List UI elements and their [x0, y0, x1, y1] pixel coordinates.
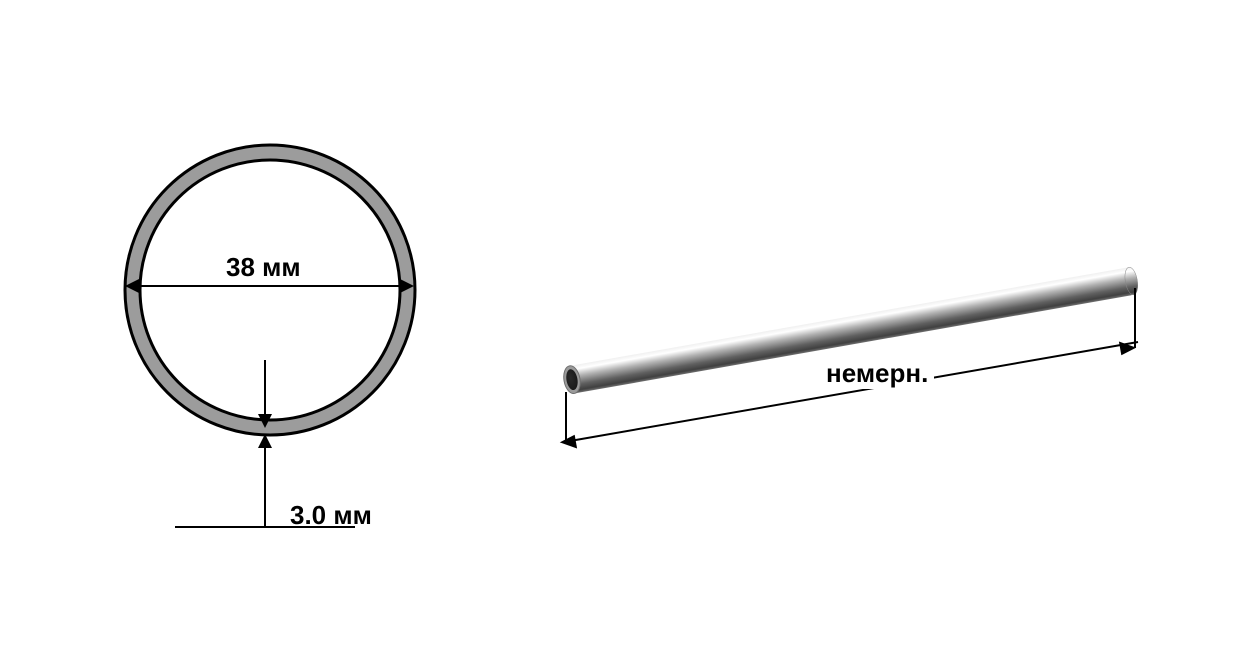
side-view: немерн. [540, 180, 1180, 500]
arrow-left-icon [559, 435, 577, 452]
diagram-container: 38 мм 3.0 мм [0, 0, 1240, 660]
arrow-left-icon [125, 279, 139, 293]
arrow-right-icon [1119, 339, 1137, 356]
cross-section: 38 мм 3.0 мм [80, 140, 420, 580]
arrow-up-icon [258, 434, 272, 448]
thickness-arrow-lower-line [264, 446, 266, 526]
arrow-right-icon [400, 279, 414, 293]
diameter-label: 38 мм [220, 252, 307, 283]
thickness-arrow-upper-line [264, 360, 266, 416]
pipe-ring-icon [120, 140, 420, 440]
length-tick-left [565, 392, 567, 442]
length-dimension-line [578, 435, 1148, 555]
diameter-dimension-line [132, 285, 408, 287]
thickness-label: 3.0 мм [290, 500, 372, 531]
length-label: немерн. [820, 358, 934, 389]
arrow-down-icon [258, 414, 272, 428]
